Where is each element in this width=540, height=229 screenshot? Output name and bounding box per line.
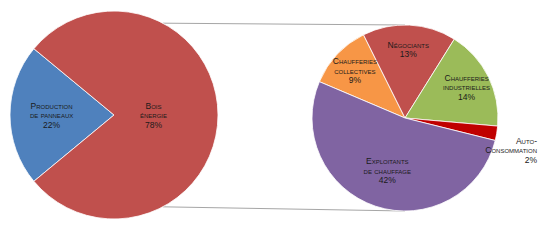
data-label: 78% bbox=[145, 120, 162, 130]
pie-labels: Productionde panneaux22% Boisénergie78% bbox=[30, 101, 167, 130]
slice-label: Chaufferiescollectives bbox=[333, 56, 377, 76]
pie-of-pie-chart: Productionde panneaux22% Boisénergie78% Ch… bbox=[0, 0, 540, 229]
data-label: 42% bbox=[379, 175, 396, 185]
pie-labels: Chaufferiescollectives9% Négociants13% Cha… bbox=[333, 40, 538, 186]
data-label: 22% bbox=[43, 120, 60, 130]
pie bbox=[10, 11, 218, 219]
slice-label: Chaufferiesindustrielles bbox=[443, 73, 490, 93]
data-label: 2% bbox=[525, 155, 538, 165]
data-label: 9% bbox=[349, 75, 362, 85]
connector-line bbox=[163, 23, 405, 25]
data-label: 14% bbox=[458, 92, 475, 102]
pie bbox=[312, 25, 498, 211]
connector-line bbox=[163, 207, 405, 211]
slice-label: Auto-Consommation bbox=[485, 136, 537, 156]
pie-slice bbox=[405, 39, 498, 126]
slice-label: Négociants bbox=[388, 40, 429, 50]
pie-slice bbox=[312, 82, 495, 211]
slice-label: Productionde panneaux bbox=[30, 101, 73, 121]
slice-label: Boisénergie bbox=[140, 101, 167, 121]
data-label: 13% bbox=[400, 49, 417, 59]
slice-label: Exploitantsde chauffage bbox=[364, 156, 411, 176]
